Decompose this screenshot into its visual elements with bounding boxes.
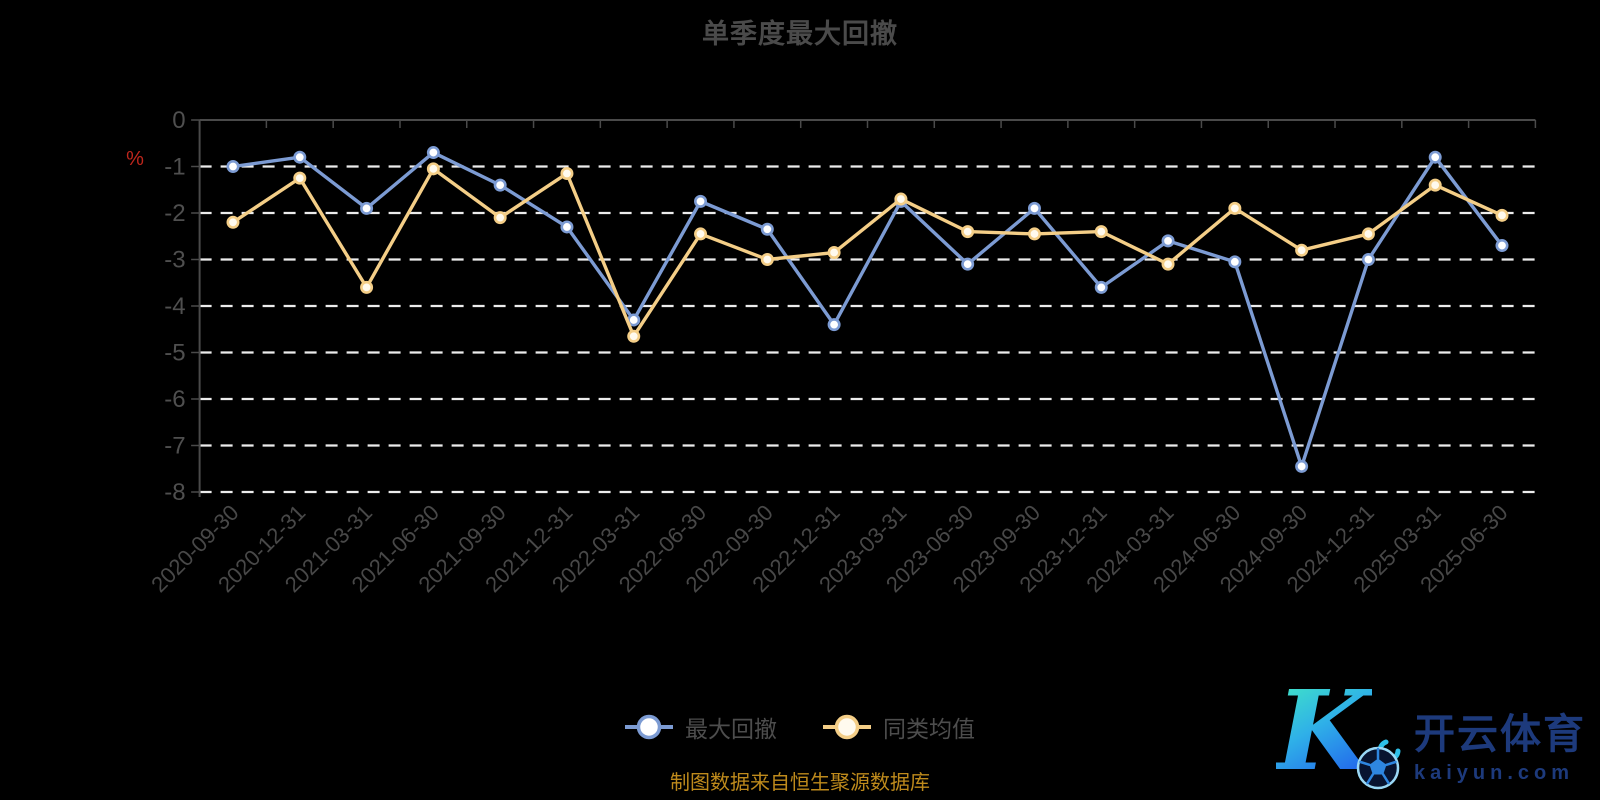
chart-title: 单季度最大回撤 [702, 19, 898, 49]
data-point-peer-average-2023-06-30[interactable] [961, 225, 975, 239]
data-point-peer-average-2025-06-30[interactable] [1495, 208, 1509, 222]
data-point-peer-average-2024-09-30[interactable] [1295, 243, 1309, 257]
data-point-max-drawdown-2021-09-30[interactable] [493, 178, 507, 192]
data-point-max-drawdown-2023-06-30[interactable] [961, 257, 975, 271]
data-point-max-drawdown-2023-12-31[interactable] [1094, 280, 1108, 294]
data-point-max-drawdown-2022-12-31[interactable] [827, 318, 841, 332]
data-point-max-drawdown-2025-06-30[interactable] [1495, 239, 1509, 253]
data-point-max-drawdown-2024-09-30[interactable] [1295, 459, 1309, 473]
y-axis-label: -5 [164, 340, 185, 367]
series-line-max-drawdown [231, 150, 1504, 469]
data-point-max-drawdown-2021-12-31[interactable] [560, 220, 574, 234]
data-point-peer-average-2020-12-31[interactable] [293, 171, 307, 185]
data-point-max-drawdown-2024-12-31[interactable] [1361, 253, 1375, 267]
line-chart-canvas: 0-1-2-3-4-5-6-7-8%2020-09-302020-12-3120… [126, 107, 1537, 597]
data-point-max-drawdown-2020-12-31[interactable] [293, 150, 307, 164]
data-point-max-drawdown-2021-03-31[interactable] [360, 201, 374, 215]
data-point-peer-average-2021-06-30[interactable] [426, 162, 440, 176]
legend-label-peer-average: 同类均值 [883, 716, 975, 742]
data-point-peer-average-2022-03-31[interactable] [627, 329, 641, 343]
y-axis-label: -2 [164, 200, 185, 227]
logo-brand-text: 开云体育 [1414, 710, 1586, 757]
y-axis-label: -1 [164, 154, 185, 181]
legend: 最大回撤 同类均值 [0, 710, 1600, 744]
data-point-max-drawdown-2021-06-30[interactable] [426, 146, 440, 160]
data-point-max-drawdown-2025-03-31[interactable] [1428, 150, 1442, 164]
y-axis-label: -7 [164, 433, 185, 460]
data-point-peer-average-2023-09-30[interactable] [1027, 227, 1041, 241]
logo-k-monogram: K [1276, 666, 1372, 795]
data-point-max-drawdown-2024-06-30[interactable] [1228, 255, 1242, 269]
y-axis-label: 0 [172, 107, 185, 134]
kaiyun-logo-mark: K [1276, 676, 1404, 794]
data-point-max-drawdown-2022-09-30[interactable] [760, 222, 774, 236]
series-line-peer-average [231, 167, 1504, 338]
y-axis-label: -3 [164, 247, 185, 274]
legend-marker-peer-average [823, 714, 871, 740]
legend-item-max-drawdown[interactable]: 最大回撤 [625, 710, 777, 744]
data-point-peer-average-2021-09-30[interactable] [493, 211, 507, 225]
data-point-max-drawdown-2023-09-30[interactable] [1027, 201, 1041, 215]
y-axis-label: -8 [164, 479, 185, 506]
legend-item-peer-average[interactable]: 同类均值 [823, 710, 975, 744]
data-point-peer-average-2024-03-31[interactable] [1161, 257, 1175, 271]
y-axis-label: -6 [164, 386, 185, 413]
data-point-max-drawdown-2022-06-30[interactable] [694, 194, 708, 208]
data-point-peer-average-2022-12-31[interactable] [827, 246, 841, 260]
kaiyun-watermark-link[interactable]: K 开云体育 kaiyun.com [1276, 676, 1586, 794]
legend-marker-max-drawdown [625, 714, 673, 740]
kaiyun-logo-text: 开云体育 kaiyun.com [1414, 700, 1586, 785]
data-point-peer-average-2023-03-31[interactable] [894, 192, 908, 206]
data-point-peer-average-2020-09-30[interactable] [226, 215, 240, 229]
data-point-peer-average-2021-12-31[interactable] [560, 166, 574, 180]
data-point-peer-average-2022-06-30[interactable] [694, 227, 708, 241]
data-point-peer-average-2024-12-31[interactable] [1361, 227, 1375, 241]
source-note: 制图数据来自恒生聚源数据库 [670, 772, 930, 794]
y-axis-label: -4 [164, 293, 185, 320]
soccer-ball-icon [1356, 739, 1401, 790]
data-point-peer-average-2025-03-31[interactable] [1428, 178, 1442, 192]
legend-label-max-drawdown: 最大回撤 [685, 716, 777, 742]
y-axis-unit-label: % [126, 148, 144, 170]
data-point-max-drawdown-2020-09-30[interactable] [226, 160, 240, 174]
data-point-peer-average-2024-06-30[interactable] [1228, 201, 1242, 215]
data-point-max-drawdown-2024-03-31[interactable] [1161, 234, 1175, 248]
data-point-peer-average-2023-12-31[interactable] [1094, 225, 1108, 239]
data-point-peer-average-2022-09-30[interactable] [760, 253, 774, 267]
data-point-peer-average-2021-03-31[interactable] [360, 280, 374, 294]
logo-domain-text: kaiyun.com [1414, 761, 1575, 784]
